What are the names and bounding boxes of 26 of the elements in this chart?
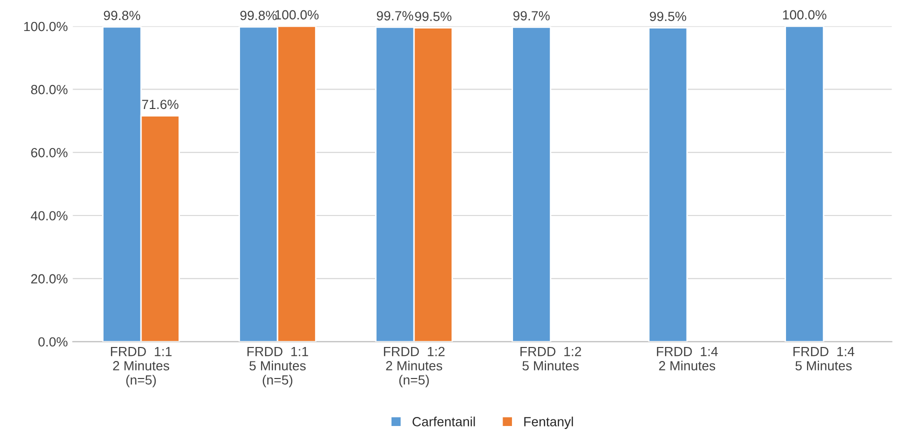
y-tick-label: 60.0% <box>31 148 68 158</box>
bar <box>648 27 688 342</box>
data-label: 99.7% <box>376 11 414 20</box>
data-label: 99.8% <box>240 10 277 20</box>
data-label: 99.5% <box>415 12 452 22</box>
x-tick-label: FRDD 1:2 2 Minutes (n=5) <box>384 346 445 388</box>
bar <box>784 26 824 342</box>
data-label: 99.8% <box>104 10 140 20</box>
y-tick-label: 20.0% <box>31 274 68 284</box>
y-tick-label: 80.0% <box>31 84 68 94</box>
data-label: 100.0% <box>783 10 826 20</box>
x-tick-label: FRDD 1:2 5 Minutes <box>520 346 582 370</box>
bar <box>512 26 552 342</box>
x-tick-label: FRDD 1:4 2 Minutes <box>656 346 718 370</box>
y-tick-label: 100.0% <box>24 22 68 32</box>
data-label: 99.7% <box>513 11 550 20</box>
y-tick-label: 0.0% <box>38 337 68 347</box>
data-label: 99.5% <box>650 12 686 22</box>
x-tick-label: FRDD 1:1 2 Minutes (n=5) <box>110 346 172 388</box>
x-tick-label: FRDD 1:1 5 Minutes (n=5) <box>247 346 308 388</box>
x-tick-label: FRDD 1:4 5 Minutes <box>793 346 854 370</box>
data-label: 71.6% <box>142 100 178 110</box>
y-tick-label: 40.0% <box>30 211 68 220</box>
legend-label: Fentanyl <box>524 416 573 429</box>
legend-label: Carfentanil <box>412 416 475 426</box>
data-label: 100.0% <box>275 10 319 20</box>
